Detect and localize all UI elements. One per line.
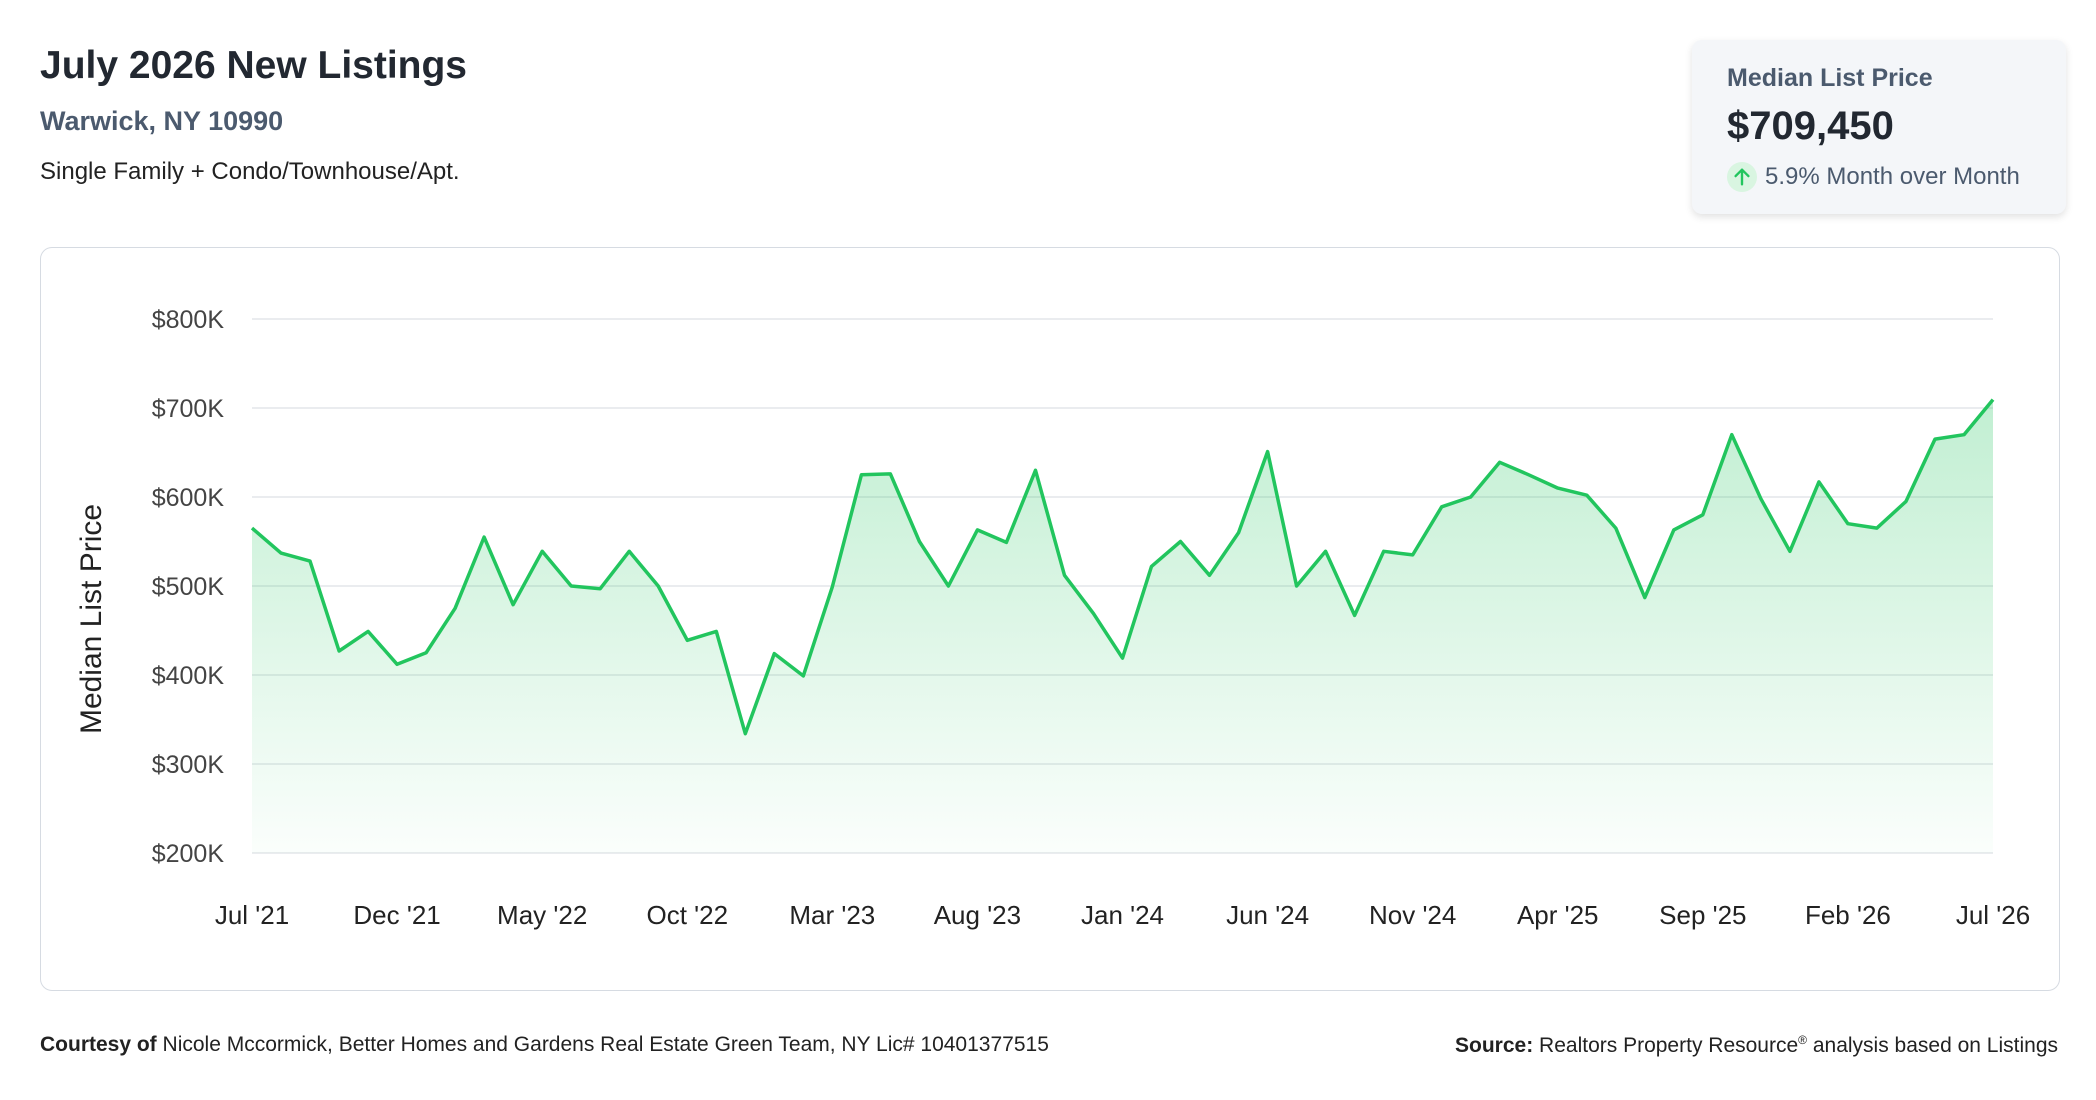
x-tick-label: Sep '25 [1659, 900, 1746, 930]
series-line [250, 398, 1995, 736]
x-tick-label: Jun '24 [1226, 900, 1309, 930]
x-tick-label: Dec '21 [353, 900, 440, 930]
y-tick-label: $500K [152, 573, 225, 601]
stat-value: $709,450 [1727, 104, 1894, 148]
source-text: Realtors Property Resource [1539, 1034, 1799, 1057]
location-subtitle: Warwick, NY 10990 [40, 106, 284, 136]
y-tick-label: $800K [152, 306, 225, 334]
stat-change: 5.9% Month over Month [1727, 162, 2020, 192]
y-tick-label: $600K [152, 484, 225, 512]
stat-label: Median List Price [1727, 64, 1933, 92]
chart-container: $200K $300K $400K $500K $600K $700K $800K Jul … [40, 247, 2060, 991]
x-tick-label: Mar '23 [789, 900, 875, 930]
stat-change-text: 5.9% Month over Month [1765, 163, 2020, 190]
x-tick-label: May '22 [497, 900, 587, 930]
x-tick-label: Jul '26 [1956, 900, 2030, 930]
source-label: Source: [1455, 1034, 1534, 1057]
source-footer: Source: Realtors Property Resource® anal… [1455, 1033, 2058, 1058]
x-tick-label: Aug '23 [934, 900, 1021, 930]
x-tick-label: Feb '26 [1805, 900, 1891, 930]
y-tick-label: $300K [152, 751, 225, 779]
page-title: July 2026 New Listings [40, 44, 468, 87]
courtesy-text: Nicole Mccormick, Better Homes and Garde… [162, 1033, 1049, 1056]
median-price-card: Median List Price $709,450 5.9% Month ov… [1692, 40, 2066, 214]
y-tick-label: $400K [152, 662, 225, 690]
x-tick-label: Apr '25 [1517, 900, 1599, 930]
y-tick-label: $200K [152, 840, 225, 868]
courtesy-label: Courtesy of [40, 1033, 157, 1056]
x-tick-label: Jan '24 [1081, 900, 1164, 930]
arrow-up-icon [1727, 162, 1757, 192]
courtesy-footer: Courtesy of Nicole Mccormick, Better Hom… [40, 1033, 1049, 1057]
y-axis-label: Median List Price [75, 504, 108, 734]
x-tick-label: Oct '22 [646, 900, 728, 930]
area-fill [252, 399, 1993, 853]
x-tick-label: Nov '24 [1369, 900, 1456, 930]
x-tick-label: Jul '21 [215, 900, 289, 930]
median-price-chart: $200K $300K $400K $500K $600K $700K $800K Jul … [75, 306, 2030, 930]
registered-mark: ® [1798, 1033, 1807, 1047]
source-suffix: analysis based on Listings [1812, 1034, 2058, 1057]
property-types: Single Family + Condo/Townhouse/Apt. [40, 158, 460, 185]
y-tick-label: $700K [152, 395, 225, 423]
